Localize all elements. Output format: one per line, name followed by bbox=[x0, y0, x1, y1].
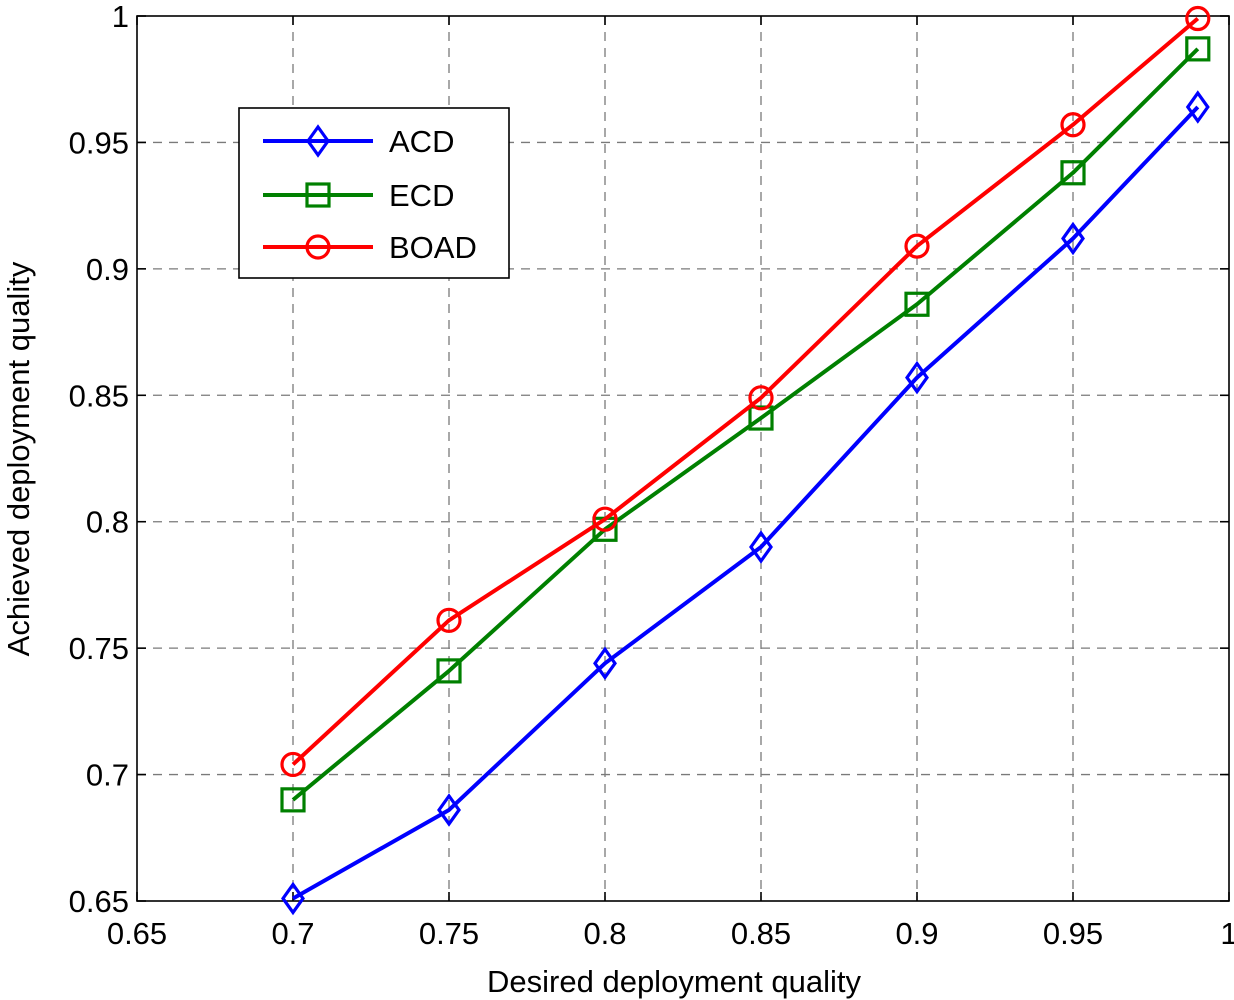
y-axis-label: Achieved deployment quality bbox=[1, 261, 36, 656]
legend-acd-marker bbox=[306, 124, 330, 158]
ecd-point bbox=[436, 658, 462, 684]
acd-line bbox=[292, 105, 1200, 901]
boad-line bbox=[291, 17, 1200, 766]
ecd-line bbox=[291, 47, 1200, 802]
acd-point bbox=[749, 530, 773, 564]
x-tick-label: 0.8 bbox=[583, 916, 626, 951]
acd-point bbox=[1061, 221, 1085, 256]
x-tick-label: 0.95 bbox=[1043, 916, 1103, 951]
axes bbox=[136, 15, 1230, 902]
y-tick-label: 0.7 bbox=[86, 758, 129, 793]
y-tick-label: 1 bbox=[112, 0, 129, 34]
x-tick-label: 0.85 bbox=[731, 916, 791, 951]
boad-point bbox=[592, 506, 618, 532]
x-tick-label: 0.7 bbox=[271, 916, 314, 951]
series-lines bbox=[280, 5, 1211, 916]
x-axis-label: Desired deployment quality bbox=[487, 964, 861, 999]
acd-point bbox=[905, 360, 929, 395]
series-boad bbox=[280, 5, 1211, 778]
x-tick-label: 0.65 bbox=[107, 916, 167, 951]
grid bbox=[137, 16, 1229, 901]
y-tick-label: 0.9 bbox=[86, 252, 129, 287]
legend-boad-marker bbox=[305, 234, 331, 260]
boad-point bbox=[748, 385, 774, 411]
y-tick-label: 0.8 bbox=[86, 505, 129, 540]
acd-point bbox=[593, 646, 617, 681]
y-tick-label: 0.95 bbox=[69, 125, 129, 160]
legend-boad-label: BOAD bbox=[389, 230, 477, 265]
boad-point bbox=[904, 233, 930, 259]
x-tick-label: 0.9 bbox=[895, 916, 938, 951]
legend-ecd-label: ECD bbox=[389, 178, 454, 213]
boad-point bbox=[436, 607, 462, 633]
x-tick-label: 0.75 bbox=[419, 916, 479, 951]
series-ecd bbox=[280, 36, 1211, 813]
boad-point bbox=[280, 751, 306, 778]
boad-point bbox=[1060, 112, 1086, 138]
tick-labels: 0.65 0.7 0.75 0.8 0.85 0.9 0.95 1 0.65 0.7 0.75 0.8… bbox=[69, 0, 1234, 951]
ecd-point bbox=[748, 405, 774, 431]
y-tick-label: 0.65 bbox=[69, 884, 129, 919]
legend-acd-label: ACD bbox=[389, 124, 454, 159]
acd-point bbox=[281, 881, 305, 916]
acd-point bbox=[437, 793, 461, 827]
ecd-point bbox=[1185, 36, 1211, 62]
ecd-point bbox=[1060, 160, 1086, 186]
legend: ACD ECD BOAD bbox=[238, 107, 510, 279]
series-acd bbox=[281, 90, 1210, 916]
x-tick-label: 1 bbox=[1220, 916, 1234, 951]
y-tick-label: 0.85 bbox=[69, 378, 129, 413]
y-tick-label: 0.75 bbox=[69, 631, 129, 666]
plot-frame bbox=[136, 15, 1230, 902]
ecd-point bbox=[280, 787, 306, 813]
ecd-point bbox=[904, 291, 930, 317]
acd-point bbox=[1185, 90, 1210, 124]
legend-ecd-marker bbox=[305, 182, 331, 208]
boad-point bbox=[1185, 5, 1211, 32]
